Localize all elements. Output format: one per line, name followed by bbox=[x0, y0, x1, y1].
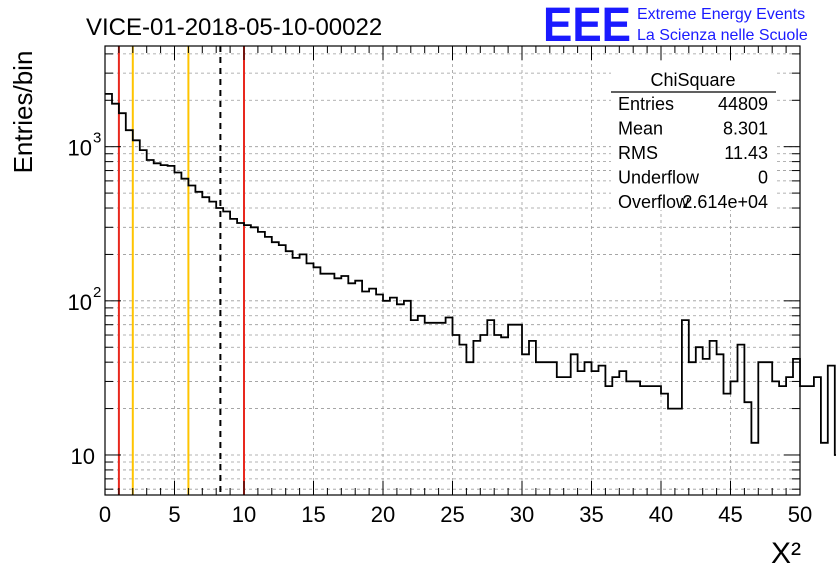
stats-value: 0 bbox=[758, 168, 768, 188]
histogram-series bbox=[105, 93, 836, 456]
x-tick-label: 15 bbox=[301, 502, 325, 527]
histogram-bars bbox=[105, 93, 836, 456]
stats-rows: Entries 44809 Mean 8.301 RMS 11.43 Underflow 0 O… bbox=[618, 94, 768, 212]
x-tick-label: 45 bbox=[718, 502, 742, 527]
x-tick-label: 25 bbox=[440, 502, 464, 527]
stats-title: ChiSquare bbox=[650, 70, 735, 90]
stats-box-bg bbox=[611, 63, 776, 210]
x-tick-label: 40 bbox=[649, 502, 673, 527]
stats-value: 44809 bbox=[718, 94, 768, 114]
x-tick-label: 30 bbox=[510, 502, 534, 527]
axis-ticks bbox=[104, 46, 801, 495]
stats-label: Overflow bbox=[618, 192, 690, 212]
stats-value: 2.614e+04 bbox=[682, 192, 768, 212]
y-axis-label: Entries/bin bbox=[8, 51, 38, 174]
x-axis-label: X² bbox=[771, 537, 801, 570]
stats-label: Mean bbox=[618, 119, 663, 139]
y-tick-label: 10 bbox=[68, 290, 92, 315]
plot-title: VICE-01-2018-05-10-00022 bbox=[86, 14, 382, 41]
stats-label: Entries bbox=[618, 94, 674, 114]
x-tick-label: 50 bbox=[788, 502, 812, 527]
y-tick-label: 10 bbox=[68, 136, 92, 161]
x-tick-label: 10 bbox=[232, 502, 256, 527]
stats-value: 11.43 bbox=[724, 143, 768, 163]
y-tick-label: 10 bbox=[71, 444, 95, 469]
x-tick-label: 20 bbox=[371, 502, 395, 527]
logo-line-2: La Scienza nelle Scuole bbox=[637, 27, 808, 44]
eee-logo-text: EEE bbox=[543, 0, 631, 52]
x-tick-label: 35 bbox=[579, 502, 603, 527]
y-tick-label-exponent: 3 bbox=[93, 130, 101, 147]
stats-box: ChiSquare Entries 44809 Mean 8.301 RMS 11.43 U… bbox=[611, 63, 776, 212]
stats-label: RMS bbox=[618, 143, 658, 163]
stats-label: Underflow bbox=[618, 168, 700, 188]
x-tick-label: 0 bbox=[99, 502, 111, 527]
stats-value: 8.301 bbox=[723, 119, 768, 139]
y-tick-label-exponent: 2 bbox=[93, 284, 101, 301]
x-tick-label: 5 bbox=[168, 502, 180, 527]
logo-line-1: Extreme Energy Events bbox=[637, 6, 805, 23]
reference-lines bbox=[117, 46, 245, 495]
